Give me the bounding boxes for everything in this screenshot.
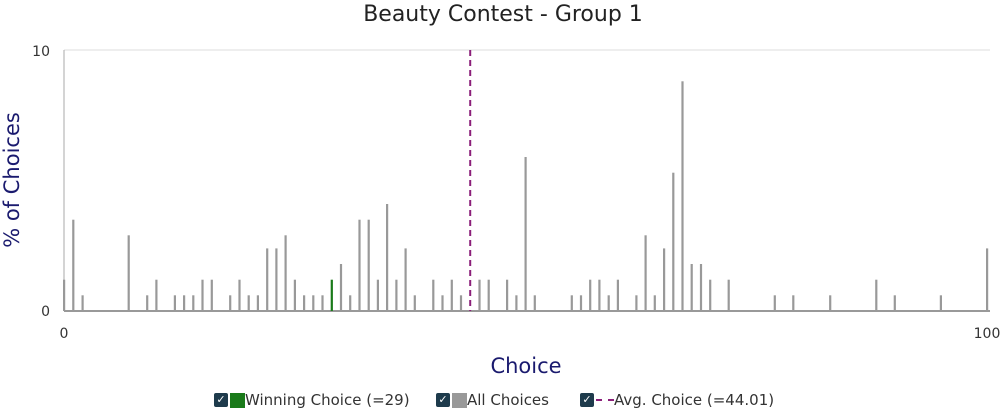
bar-27 [312,295,315,311]
bar-18 [229,295,232,311]
bar-22 [266,248,269,311]
checkbox-checked-icon[interactable]: ✓ [436,393,450,407]
bar-50 [524,157,527,311]
y-tick-label-10: 10 [32,44,50,60]
bar-32 [358,219,361,311]
bar-56 [579,295,583,311]
bar-62 [635,295,638,311]
bar-9 [146,295,149,311]
winning-swatch [230,392,245,408]
bar-1 [72,219,75,311]
bar-19 [238,279,241,311]
bar-28 [321,295,324,311]
bar-70 [709,279,712,311]
bar-100 [986,248,989,311]
chart: Beauty Contest - Group 1 0 10 0 100 Choi… [0,2,1001,378]
bar-20 [247,295,250,311]
bar-63 [644,235,647,311]
bar-69 [699,264,703,311]
checkbox-checked-icon[interactable]: ✓ [580,393,594,407]
bar-95 [939,295,942,311]
bar-36 [395,279,398,311]
bar-24 [284,235,287,311]
bar-46 [487,279,490,311]
bar-51 [533,295,536,311]
bar-83 [829,295,832,311]
bar-40 [432,279,435,311]
bar-30 [339,264,343,311]
bar-37 [404,248,407,311]
bar-7 [127,235,130,311]
bar-49 [515,295,518,311]
legend-item-winning-choice[interactable]: ✓ Winning Choice (=29) [214,388,410,412]
bar-58 [598,279,601,311]
winning-choice-bar [330,279,333,311]
chart-title: Beauty Contest - Group 1 [363,2,643,27]
bar-2 [81,295,84,311]
bar-79 [792,295,795,311]
y-tick-label-0: 0 [41,304,50,320]
bar-88 [875,279,878,311]
bar-25 [293,279,296,311]
bar-67 [681,81,684,311]
legend-label-avg-choice: Avg. Choice (=44.01) [614,391,775,409]
bar-42 [450,279,453,311]
avg-dash-swatch [596,399,614,401]
bar-45 [478,279,481,311]
bar-57 [589,279,592,311]
bar-10 [155,279,158,311]
bar-31 [349,295,352,311]
bar-59 [607,295,610,311]
bar-15 [201,279,204,311]
bar-77 [773,295,776,311]
x-axis-title: Choice [490,354,561,378]
legend-label-winning: Winning Choice (=29) [245,391,410,409]
bar-38 [413,295,416,311]
x-tick-label-100: 100 [974,326,1001,342]
bar-64 [653,295,656,311]
y-axis-title: % of Choices [0,112,24,248]
all-choices-swatch [452,392,467,408]
bar-60 [616,279,619,311]
bar-0 [63,279,66,311]
bar-34 [376,279,379,311]
legend-item-avg-choice[interactable]: ✓ Avg. Choice (=44.01) [580,388,774,412]
bar-21 [256,295,259,311]
bar-48 [506,279,509,311]
legend-label-all-choices: All Choices [467,391,549,409]
bar-72 [727,279,730,311]
bar-26 [303,295,306,311]
bar-14 [192,295,195,311]
bar-16 [210,279,213,311]
bar-90 [893,295,896,311]
bar-23 [275,248,278,311]
bars-group [63,81,989,311]
bar-43 [459,295,463,311]
checkbox-checked-icon[interactable]: ✓ [214,393,228,407]
legend-item-all-choices[interactable]: ✓ All Choices [436,388,549,412]
legend: ✓ Winning Choice (=29) ✓ All Choices ✓ A… [0,388,1006,412]
bar-66 [672,172,675,311]
bar-41 [441,295,444,311]
bar-65 [663,248,666,311]
bar-13 [183,295,186,311]
bar-12 [173,295,176,311]
bar-68 [690,264,693,311]
bar-33 [367,219,370,311]
bar-55 [570,295,573,311]
x-tick-label-0: 0 [60,326,69,342]
bar-35 [386,204,389,311]
